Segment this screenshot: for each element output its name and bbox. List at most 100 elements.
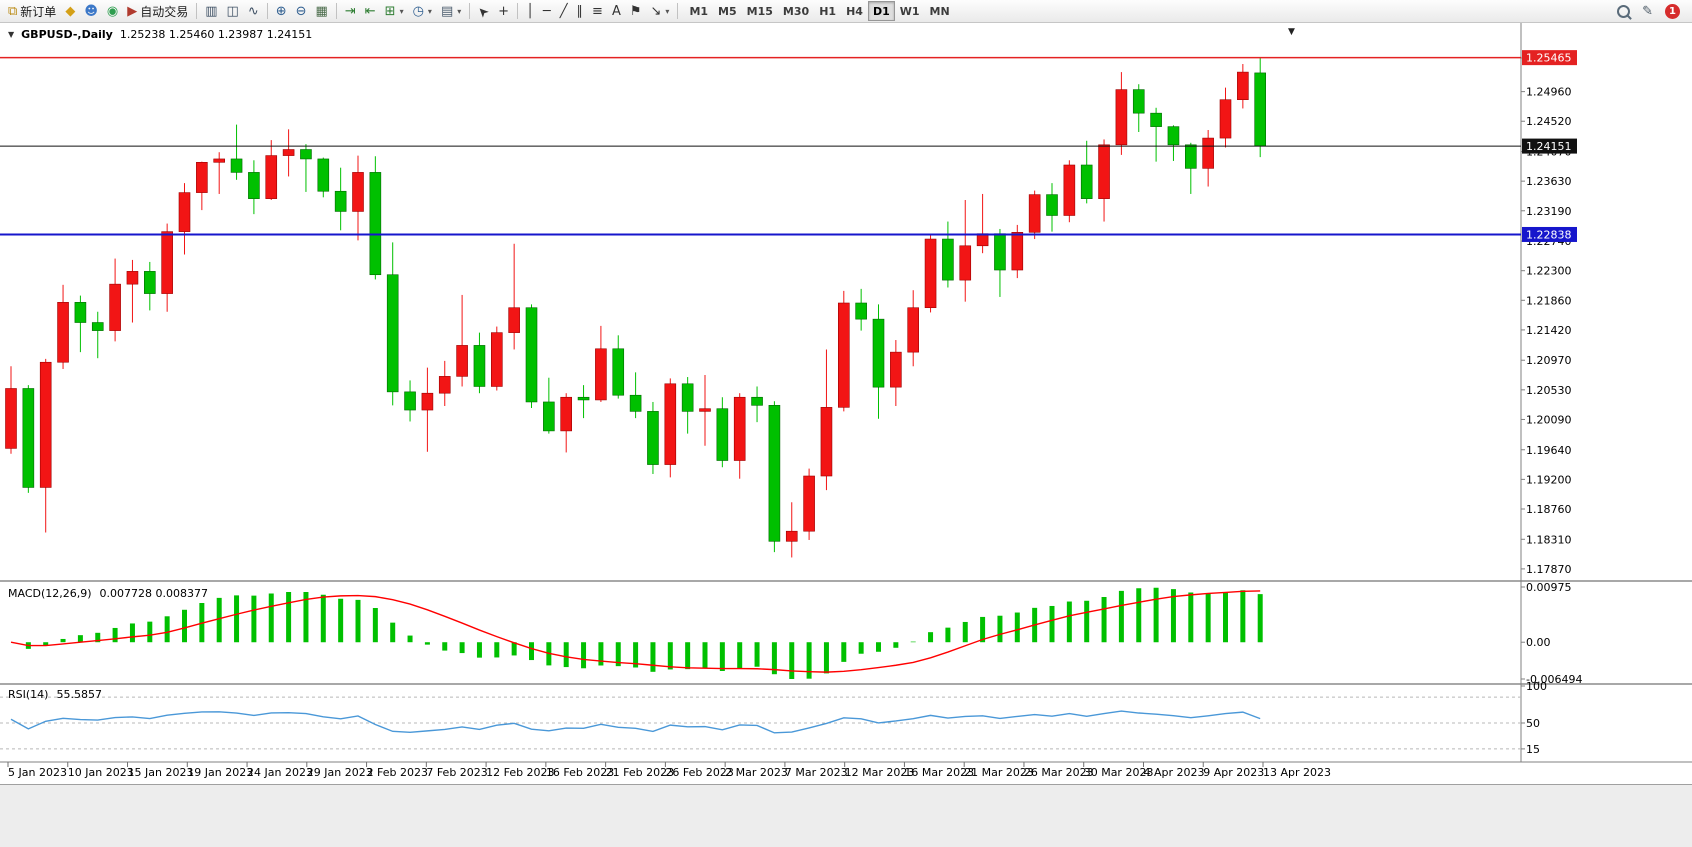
price-axis-label: 1.18760 bbox=[1526, 503, 1572, 516]
vertical-line-icon[interactable]: │ bbox=[522, 1, 538, 21]
bar-chart-icon[interactable]: ▥ bbox=[201, 1, 221, 21]
edit-icon[interactable]: ✎ bbox=[1638, 0, 1657, 22]
candle-body bbox=[196, 162, 208, 193]
price-axis-label: 1.19640 bbox=[1526, 444, 1572, 457]
candle-body bbox=[924, 238, 937, 309]
zoom-in-icon: ⊕ bbox=[275, 3, 287, 19]
timeframe-w1[interactable]: W1 bbox=[895, 1, 925, 21]
date-label: 16 Feb 2023 bbox=[546, 766, 614, 779]
auto-trading-button[interactable]: ▶ 自动交易 bbox=[123, 1, 192, 21]
candle-body bbox=[22, 388, 35, 488]
equidistant-channel-icon[interactable]: ∥ bbox=[573, 1, 588, 21]
date-label: 4 Apr 2023 bbox=[1143, 766, 1204, 779]
dropdown-caret-icon[interactable]: ▾ bbox=[457, 6, 462, 16]
market-icon[interactable]: ◆ bbox=[61, 1, 79, 21]
price-tag-label: 1.25465 bbox=[1526, 52, 1572, 65]
candle-body bbox=[300, 149, 312, 160]
candle-body bbox=[1237, 71, 1249, 101]
timeframe-m5[interactable]: M5 bbox=[713, 1, 742, 21]
candle-body bbox=[213, 158, 225, 163]
order-ticket-icon: ⧉ bbox=[8, 3, 18, 19]
text-icon[interactable]: A bbox=[608, 1, 625, 21]
candle-body bbox=[629, 394, 642, 412]
rsi-line bbox=[10, 710, 1261, 734]
price-axis-label: 1.24960 bbox=[1526, 86, 1572, 99]
templates-icon: ▤ bbox=[440, 3, 454, 19]
periods-icon[interactable]: ◷ ▾ bbox=[409, 1, 436, 21]
candle-body bbox=[1254, 72, 1266, 147]
timeframe-h4[interactable]: H4 bbox=[841, 1, 868, 21]
candle-body bbox=[1011, 232, 1024, 271]
notification-badge[interactable]: 1 bbox=[1665, 3, 1680, 19]
macd-axis-label: 0.00 bbox=[1526, 636, 1551, 649]
collapse-arrow-icon[interactable]: ▼ bbox=[8, 30, 15, 39]
rsi-axis-label: 50 bbox=[1526, 717, 1540, 730]
tile-windows-icon[interactable]: ▦ bbox=[312, 1, 332, 21]
candle-body bbox=[855, 302, 867, 320]
candle-body bbox=[525, 307, 538, 403]
chart-shift-icon[interactable]: ⇤ bbox=[361, 1, 380, 21]
date-label: 13 Apr 2023 bbox=[1263, 766, 1331, 779]
timeframe-h1[interactable]: H1 bbox=[814, 1, 841, 21]
date-label: 21 Feb 2023 bbox=[606, 766, 674, 779]
candle-body bbox=[820, 407, 833, 477]
candle-body bbox=[1185, 144, 1197, 169]
timeframe-d1[interactable]: D1 bbox=[867, 1, 895, 21]
candle-body bbox=[265, 155, 278, 199]
candle-body bbox=[699, 408, 711, 412]
templates-icon[interactable]: ▤ ▾ bbox=[437, 1, 465, 21]
dropdown-caret-icon[interactable]: ▾ bbox=[399, 6, 404, 16]
autotrading-icon: ▶ bbox=[127, 3, 138, 19]
timeframe-m30[interactable]: M30 bbox=[778, 1, 814, 21]
zoom-out-icon[interactable]: ⊖ bbox=[292, 1, 311, 21]
auto-scroll-icon[interactable]: ⇥ bbox=[341, 1, 360, 21]
candle-body bbox=[647, 411, 659, 465]
dropdown-caret-icon[interactable]: ▾ bbox=[427, 6, 432, 16]
crosshair-icon[interactable]: + bbox=[494, 1, 513, 21]
shapes-icon[interactable]: ↘ ▾ bbox=[647, 1, 674, 21]
candle-body bbox=[785, 530, 798, 542]
chart-window[interactable]: 1.254601.249601.245201.240701.236301.231… bbox=[0, 23, 1692, 847]
timeframe-mn[interactable]: MN bbox=[925, 1, 955, 21]
candlestick-chart-icon[interactable]: ◫ bbox=[223, 1, 243, 21]
macd-signal-line bbox=[10, 590, 1261, 673]
line-chart-icon[interactable]: ∿ bbox=[244, 1, 263, 21]
candle-body bbox=[386, 274, 399, 393]
horizontal-line-icon[interactable]: ─ bbox=[539, 1, 555, 21]
price-axis-label: 1.22300 bbox=[1526, 265, 1572, 278]
candle-body bbox=[768, 405, 781, 542]
profile-icon[interactable]: ☻ bbox=[80, 1, 102, 21]
timeframe-m1[interactable]: M1 bbox=[684, 1, 713, 21]
community-icon[interactable]: ◉ bbox=[103, 1, 122, 21]
new-order-button[interactable]: ⧉ 新订单 bbox=[4, 1, 60, 21]
candle-body bbox=[837, 302, 850, 408]
toolbar-separator bbox=[517, 3, 519, 19]
candle-body bbox=[1219, 99, 1232, 139]
toolbar-separator bbox=[266, 3, 268, 19]
price-axis-label: 1.20530 bbox=[1526, 384, 1572, 397]
date-label: 7 Mar 2023 bbox=[785, 766, 848, 779]
search-icon[interactable] bbox=[1617, 4, 1631, 18]
date-label: 24 Jan 2023 bbox=[247, 766, 313, 779]
price-tag-label: 1.22838 bbox=[1526, 228, 1572, 241]
timeframe-m15[interactable]: M15 bbox=[742, 1, 778, 21]
trendline-icon[interactable]: ╱ bbox=[556, 1, 572, 21]
bar-chart-icon: ▥ bbox=[205, 3, 218, 19]
auto-trading-button-label: 自动交易 bbox=[140, 4, 189, 19]
candle-body bbox=[595, 348, 607, 401]
zoom-in-icon[interactable]: ⊕ bbox=[272, 1, 291, 21]
arrow-label-icon[interactable]: ⚑ bbox=[626, 1, 646, 21]
indicators-icon[interactable]: ⊞ ▾ bbox=[381, 1, 408, 21]
date-label: 2 Mar 2023 bbox=[725, 766, 788, 779]
candle-body bbox=[109, 283, 121, 331]
candle-body bbox=[890, 351, 902, 388]
candle-body bbox=[976, 233, 989, 247]
subwindow-toggle-icon[interactable]: ▼ bbox=[1288, 27, 1295, 37]
chart-svg[interactable]: 1.254601.249601.245201.240701.236301.231… bbox=[0, 23, 1692, 847]
candle-body bbox=[733, 396, 746, 461]
shapes-icon: ↘ bbox=[650, 3, 662, 19]
dropdown-caret-icon[interactable]: ▾ bbox=[665, 6, 670, 16]
candle-body bbox=[282, 149, 295, 156]
cursor-icon[interactable]: ➤ bbox=[474, 1, 493, 21]
fibonacci-icon[interactable]: ≡ bbox=[588, 1, 607, 21]
